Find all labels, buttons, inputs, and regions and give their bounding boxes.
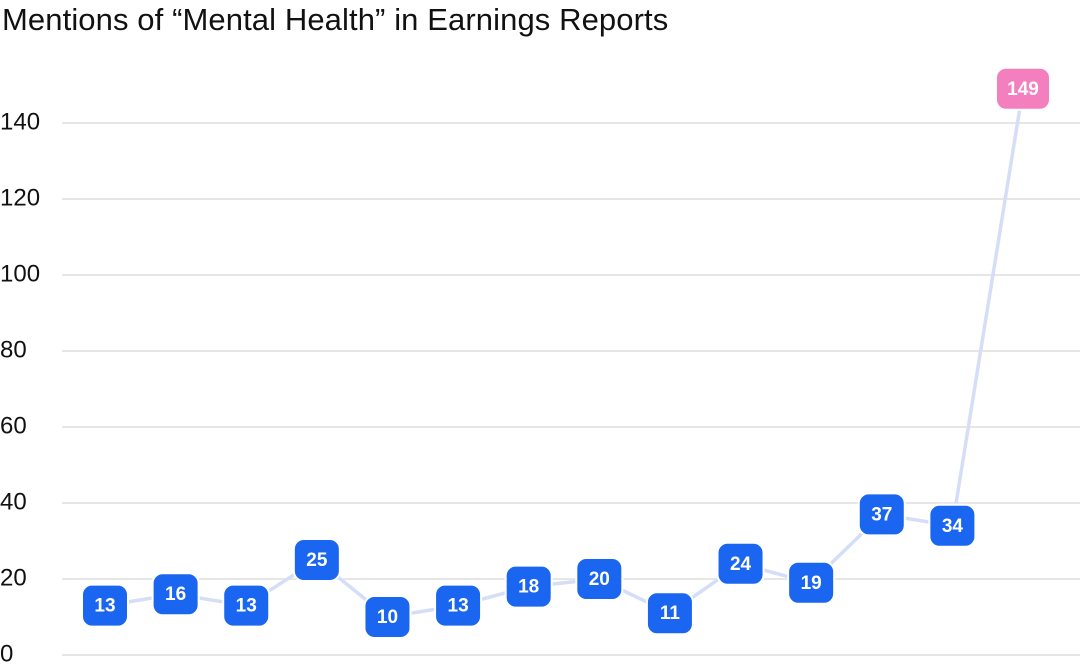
data-point: 25 <box>292 538 341 582</box>
y-tick-label: 120 <box>0 184 40 211</box>
y-tick-label: 20 <box>0 564 27 591</box>
data-point: 13 <box>81 583 129 628</box>
data-point: 19 <box>787 560 836 605</box>
data-label: 25 <box>306 550 328 571</box>
chart-title: Mentions of “Mental Health” in Earnings … <box>2 2 669 37</box>
data-label: 18 <box>518 577 539 598</box>
data-marker <box>645 591 694 636</box>
data-point: 18 <box>504 564 553 609</box>
y-tick-label: 60 <box>0 412 27 439</box>
data-point: 13 <box>222 583 271 628</box>
data-label: 149 <box>1007 79 1039 100</box>
data-marker <box>716 541 765 586</box>
data-point: 11 <box>645 591 694 636</box>
data-marker <box>81 583 129 628</box>
data-label: 13 <box>94 596 115 617</box>
data-label: 24 <box>730 554 752 575</box>
y-tick-label: 80 <box>0 336 27 363</box>
series-line <box>103 87 1025 619</box>
grid-lines <box>62 122 1080 656</box>
data-marker <box>151 572 200 617</box>
data-point: 149 <box>995 66 1051 111</box>
data-marker <box>575 557 624 601</box>
data-label: 16 <box>165 584 186 605</box>
data-marker <box>363 595 412 639</box>
y-tick-label: 0 <box>0 640 13 667</box>
data-label: 37 <box>871 504 892 525</box>
data-marker <box>995 66 1051 111</box>
data-marker <box>434 583 483 628</box>
series-line-layer <box>103 87 1025 619</box>
data-marker <box>787 560 836 605</box>
data-point: 16 <box>151 572 200 617</box>
data-point: 24 <box>716 541 765 586</box>
data-label: 19 <box>801 573 822 594</box>
y-axis-ticks: 0 20 40 60 80 100 120 140 <box>0 108 40 667</box>
y-tick-label: 40 <box>0 488 27 515</box>
data-point: 20 <box>575 557 624 601</box>
data-label: 34 <box>942 516 964 537</box>
data-label: 20 <box>589 569 610 590</box>
data-marker <box>504 564 553 609</box>
data-markers: 13 16 13 25 10 13 18 20 11 24 19 37 34 149 <box>81 66 1051 639</box>
data-point: 34 <box>928 503 977 548</box>
y-tick-label: 140 <box>0 108 40 135</box>
data-marker <box>928 503 977 548</box>
data-marker <box>292 538 341 582</box>
data-marker <box>222 583 271 628</box>
y-tick-label: 100 <box>0 260 40 287</box>
data-point: 37 <box>857 492 906 537</box>
data-marker <box>857 492 906 537</box>
data-label: 11 <box>660 603 681 624</box>
data-label: 13 <box>236 596 257 617</box>
data-point: 10 <box>363 595 412 639</box>
data-point: 13 <box>434 583 483 628</box>
data-label: 10 <box>377 607 398 628</box>
data-label: 13 <box>448 596 469 617</box>
